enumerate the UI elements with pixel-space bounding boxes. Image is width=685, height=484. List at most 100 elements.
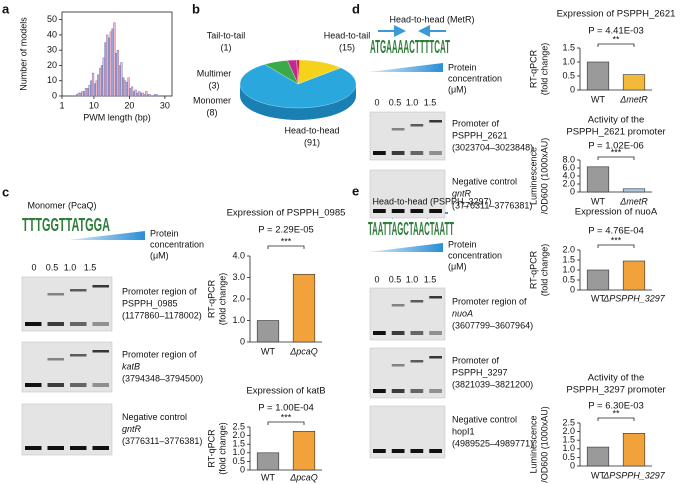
chart-title: Expression of PSPPH_0985 [227,208,346,219]
y-tick-label: 1.5 [232,439,245,449]
y-axis-label: (fold change) [217,273,227,326]
gel-band [373,151,386,155]
significance: *** [611,147,622,157]
protein-label: Protein [448,62,477,72]
chart-title: Expression of katB [246,386,325,397]
significance-bracket [267,245,305,249]
histogram-bar [93,83,96,97]
histogram-bar [120,62,123,97]
gel-band [410,300,424,303]
gel-label: (3794348–3794500) [122,373,203,383]
histogram-bar [116,49,119,97]
histogram-bar [100,65,104,97]
gel-band [391,128,405,131]
gel-label: gntR [122,424,142,434]
histogram-bar [99,68,102,97]
x-tick-label: WT [591,196,605,206]
p-value: P = 1.00E-04 [258,403,314,414]
gel-band [410,389,424,393]
bar [256,452,280,471]
y-axis-label: Luminescence [528,415,538,473]
bar [622,433,646,467]
sequence-motif: TTTGGTTATGGA [22,215,110,235]
gel-label: PSPPH_3297 [452,367,508,377]
y-tick-label: 1.5 [562,435,575,445]
pie-label: Head-to-tail [324,30,371,40]
gel-band [373,389,386,393]
lane-label: 0 [31,262,36,272]
gel-band [391,449,405,453]
gel-label: nuoA [452,308,473,318]
chart-title: Expression of nuoA [575,207,658,218]
gel-band [373,449,386,453]
gel-band [70,446,87,450]
sequence-motif: TAATTAGCTAACTAATT [368,219,454,239]
bar [586,61,610,91]
p-value: P = 4.76E-04 [588,226,644,237]
significance-bracket [597,417,635,421]
gel-title: Head-to-head (MetR) [389,14,474,24]
gel-title: Head-to-head (PSPPH_3297) [372,196,491,206]
histogram-bar [139,92,143,97]
lane-label: 1.5 [424,97,437,107]
y-tick-label: 2.0 [232,430,245,440]
y-tick-label: 2.0 [562,178,575,188]
protein-label: Protein [150,228,179,238]
y-tick-label: 0 [570,186,575,196]
gel-band [391,364,405,367]
gel-label: (3776311–3776381) [122,436,202,446]
protein-label: Protein [448,239,477,249]
lane-label: 0 [374,274,379,284]
y-tick-label: 0 [570,84,575,94]
significance: ** [612,408,620,418]
y-axis-label: /OD600 (1000xAU) [539,406,549,483]
histogram-bar [129,88,132,97]
gel-label: Promoter of [452,118,500,128]
pie-value-label: (91) [304,137,320,147]
pie-value-label: (3) [209,80,220,90]
y-tick-label: 2.0 [232,293,245,303]
gel-band [429,151,442,155]
histogram-bar [83,91,86,97]
y-tick-label: 4.0 [232,250,245,260]
chart-title: Activity of the [588,373,645,384]
gel-band [410,209,424,213]
sequence-motif: ATGAAAACTTTTCAT [370,37,450,57]
y-tick-label: 6.0 [562,162,575,172]
y-axis-label: RT-qPCR [528,49,538,88]
lane-label: 1.0 [406,97,419,107]
y-tick-label: 3.0 [232,272,245,282]
concentration-wedge [68,231,145,240]
gel-band [391,331,405,335]
gel-label: katB [122,361,140,371]
y-tick-label: 0.5 [562,70,575,80]
gel-band [92,322,109,326]
gel-label: (3023704–3023848) [452,142,533,152]
x-tick-label: WT [591,293,605,303]
protein-label: concentration [448,73,502,83]
gel-band [70,354,87,357]
protein-label: (μM) [448,84,467,94]
chart-title: Activity of the [588,115,645,126]
histogram-bar [104,42,107,97]
gel-label: Promoter region of [122,349,197,359]
bar [586,166,610,193]
histogram-bar [91,72,95,97]
histogram-bar [146,94,150,97]
gel-band [47,383,64,387]
bar [622,260,646,291]
histogram-bar [111,28,114,97]
histogram-bar [154,94,157,97]
panel-label: e [352,183,359,198]
panel-label: a [2,1,10,16]
significance: *** [281,412,292,422]
gel-band [25,322,42,326]
protein-label: concentration [448,250,502,260]
gel-band [373,331,386,335]
pie-value-label: (1) [221,42,232,52]
x-tick-label: ΔPSPPH_3297 [602,470,666,480]
histogram-bar [134,89,137,97]
gel-band [410,151,424,155]
y-tick-label: 30 [47,45,57,55]
